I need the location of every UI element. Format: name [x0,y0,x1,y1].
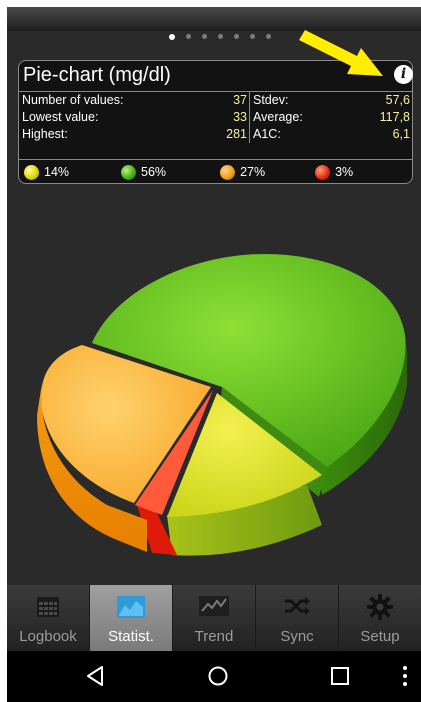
tab-label: Sync [280,628,314,645]
legend-item: 3% [315,164,354,180]
stat-value: 117,8 [379,110,410,124]
overflow-menu-icon[interactable] [401,665,409,687]
legend: 14% 56% 27% 3% [19,159,412,184]
stat-label: A1C: [253,127,281,141]
chart-icon [117,596,145,618]
stats-row: Number of values: 37 Stdev: 57,6 [19,92,412,109]
legend-label: 56% [141,165,167,179]
status-bar [7,7,421,31]
stat-value: 6,1 [392,127,410,141]
tab-label: Logbook [19,628,77,645]
page-dot[interactable] [202,34,207,39]
back-icon[interactable] [85,665,105,687]
stat-label: Number of values: [22,93,124,107]
tab-statistics[interactable]: Statist. [90,585,173,651]
pie-slice-3 [135,390,213,555]
legend-label: 27% [240,165,266,179]
calendar-icon [37,597,59,617]
stats-row: Lowest value: 33 Average: 117,8 [19,109,412,126]
trend-icon [199,596,229,616]
legend-item: 56% [121,164,167,180]
stat-label: Average: [253,110,303,124]
tab-label: Statist. [108,628,154,645]
legend-label: 3% [335,165,354,179]
stats-table: Number of values: 37 Stdev: 57,6 Lowest … [19,91,412,143]
home-icon[interactable] [207,665,229,687]
legend-color-ball [24,164,39,180]
app-screen: Pie-chart (mg/dl) i Number of values: 37… [7,7,421,702]
stat-label: Stdev: [253,93,289,107]
legend-color-ball [121,164,137,180]
page-dot[interactable] [250,34,255,39]
page-dot[interactable] [218,34,223,39]
tab-label: Setup [360,628,400,645]
legend-label: 14% [44,165,70,179]
statistics-panel: Pie-chart (mg/dl) i Number of values: 37… [18,60,413,184]
stat-value: 281 [226,127,247,141]
page-dot[interactable] [234,34,239,39]
stats-row: Highest: 281 A1C: 6,1 [19,126,412,143]
legend-item: 27% [220,164,266,180]
stat-label: Lowest value: [22,110,99,124]
annotation-arrow-icon [299,30,383,76]
bottom-tab-bar: Logbook Statist. Trend Sync [7,585,421,651]
legend-item: 14% [24,164,70,180]
page-dot[interactable] [169,34,175,40]
pie-chart [37,253,407,556]
pie-slice-14 [167,393,322,556]
tab-trend[interactable]: Trend [173,585,256,651]
tab-sync[interactable]: Sync [256,585,339,651]
stat-value: 57,6 [385,93,410,107]
gear-icon [367,594,393,620]
stat-label: Highest: [22,127,68,141]
tab-logbook[interactable]: Logbook [7,585,90,651]
recents-icon[interactable] [330,665,350,687]
panel-title: Pie-chart (mg/dl) [23,64,171,86]
stat-value: 33 [233,110,247,124]
info-icon[interactable]: i [394,65,413,84]
page-indicator [7,34,271,42]
system-navigation-bar [7,651,421,702]
page-dot[interactable] [186,34,191,39]
pie-slice-27 [37,345,212,552]
shuffle-icon [285,597,310,615]
stat-value: 37 [233,93,247,107]
page-dot[interactable] [266,34,271,39]
tab-setup[interactable]: Setup [339,585,421,651]
tab-label: Trend [194,628,234,645]
legend-color-ball [220,164,236,180]
legend-color-ball [315,164,331,180]
